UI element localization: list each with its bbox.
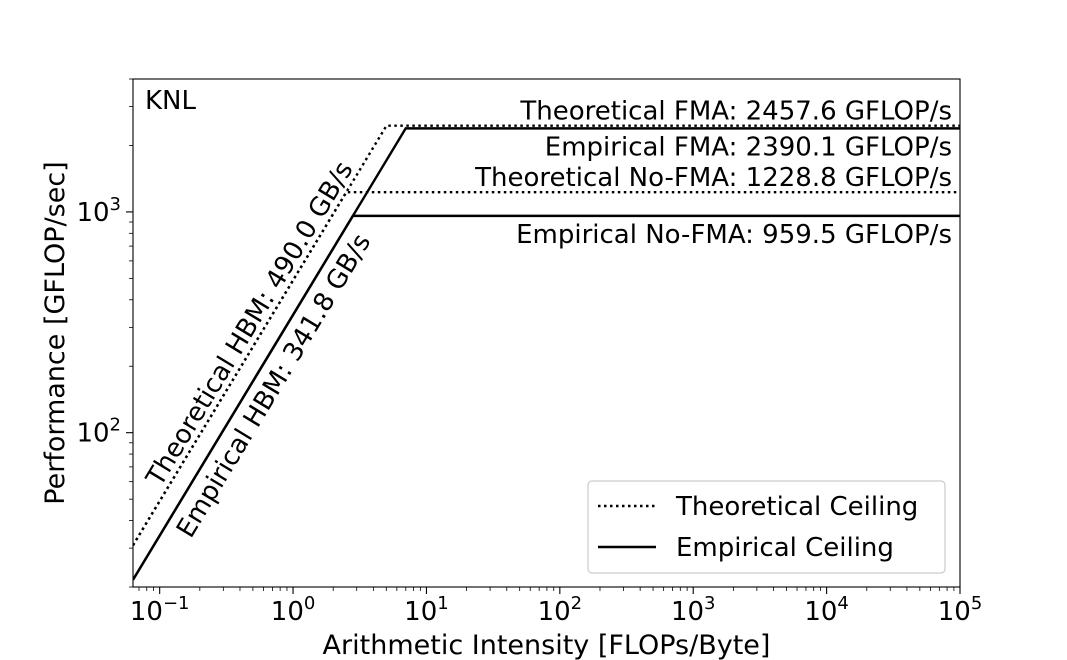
panel-label: KNL	[145, 86, 196, 116]
x-tick-label: 103	[671, 593, 716, 627]
x-tick-label: 104	[804, 593, 849, 627]
y-axis-label: Performance [GFLOP/sec]	[40, 161, 71, 504]
empirical-no-fma-roofline	[133, 214, 960, 581]
x-tick-label: 102	[538, 593, 583, 627]
compute-ceiling-label: Empirical No-FMA: 959.5 GFLOP/s	[516, 220, 952, 250]
x-tick-label: 105	[938, 593, 983, 627]
compute-ceiling-label: Theoretical No-FMA: 1228.8 GFLOP/s	[474, 163, 952, 193]
y-tick-label: 102	[76, 415, 121, 449]
y-tick-label: 103	[76, 194, 121, 228]
x-axis-label: Arithmetic Intensity [FLOPs/Byte]	[323, 630, 771, 660]
legend-label: Empirical Ceiling	[676, 533, 894, 563]
x-tick-label: 101	[404, 593, 449, 627]
x-tick-label: 100	[271, 593, 316, 627]
legend-label: Theoretical Ceiling	[675, 492, 918, 522]
x-tick-label: 10−1	[130, 593, 190, 627]
compute-ceiling-label: Empirical FMA: 2390.1 GFLOP/s	[545, 132, 952, 162]
plot-frame	[132, 78, 961, 588]
legend-box	[587, 480, 946, 574]
compute-ceiling-label: Theoretical FMA: 2457.6 GFLOP/s	[519, 97, 952, 127]
legend: Theoretical Ceiling Empirical Ceiling	[587, 480, 946, 574]
plot-area	[133, 124, 960, 581]
